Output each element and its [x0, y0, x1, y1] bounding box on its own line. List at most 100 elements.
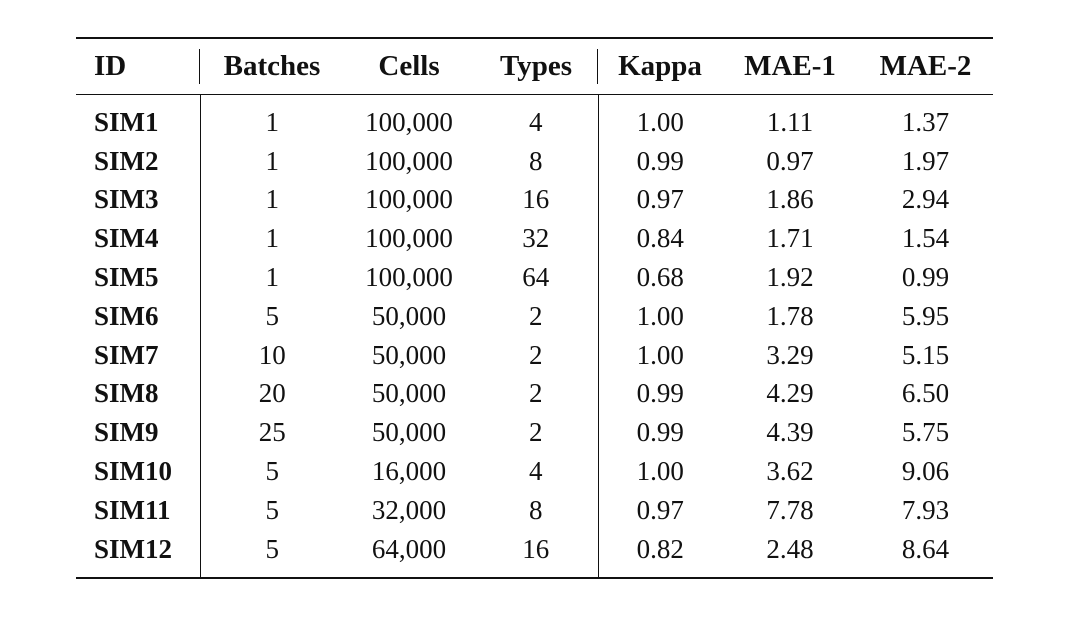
- table-row: SIM6 5 50,000 2 1.00 1.78 5.95: [76, 296, 993, 336]
- cell-kappa: 0.99: [636, 417, 684, 448]
- results-table-container: ID Batches Cells Types Kappa MAE-1 MAE-2…: [76, 37, 993, 579]
- table-row: SIM11 5 32,000 8 0.97 7.78 7.93: [76, 490, 993, 530]
- cell-cells: 100,000: [365, 223, 453, 254]
- cell-types: 2: [474, 335, 599, 375]
- cell-mae-2: 8.64: [901, 533, 950, 564]
- cell-cells: 16,000: [371, 456, 447, 487]
- cell-types: 2: [474, 413, 599, 453]
- cell-cells: 100,000: [365, 184, 453, 215]
- cell-cells: 100,000: [365, 106, 453, 137]
- cell-id: SIM9: [76, 413, 201, 453]
- cell-batches: 1: [265, 106, 280, 137]
- cell-batches: 1: [265, 262, 280, 293]
- cell-types: 8: [474, 490, 599, 530]
- cell-mae-1: 4.39: [766, 417, 814, 448]
- cell-cells: 50,000: [371, 378, 447, 409]
- cell-kappa: 0.82: [636, 533, 684, 564]
- cell-mae-2: 9.06: [901, 456, 950, 487]
- cell-kappa: 1.00: [636, 339, 684, 370]
- results-table: ID Batches Cells Types Kappa MAE-1 MAE-2…: [76, 37, 993, 579]
- cell-types: 32: [474, 219, 599, 259]
- cell-kappa: 1.00: [636, 456, 684, 487]
- cell-mae-2: 1.97: [901, 145, 950, 176]
- cell-mae-2: 5.75: [901, 417, 950, 448]
- cell-id: SIM5: [76, 258, 201, 297]
- cell-mae-1: 1.92: [766, 262, 814, 293]
- table-row: SIM10 5 16,000 4 1.00 3.62 9.06: [76, 452, 993, 491]
- header-row: ID Batches Cells Types Kappa MAE-1 MAE-2: [76, 38, 993, 95]
- cell-mae-1: 4.29: [766, 378, 814, 409]
- cell-cells: 50,000: [371, 417, 447, 448]
- cell-kappa: 0.68: [636, 262, 684, 293]
- cell-batches: 5: [265, 533, 280, 564]
- header-mae-1: MAE-1: [744, 50, 836, 82]
- cell-id: SIM12: [76, 529, 201, 578]
- cell-id: SIM4: [76, 219, 201, 259]
- cell-batches: 1: [265, 184, 280, 215]
- cell-id: SIM6: [76, 296, 201, 336]
- header-batches: Batches: [223, 50, 321, 82]
- cell-id: SIM7: [76, 335, 201, 375]
- table-row: SIM1 1 100,000 4 1.00 1.11 1.37: [76, 94, 993, 142]
- cell-id: SIM10: [76, 452, 201, 491]
- cell-types: 2: [474, 374, 599, 414]
- cell-id: SIM11: [76, 490, 201, 530]
- header-cells: Cells: [378, 50, 440, 82]
- cell-cells: 50,000: [371, 339, 447, 370]
- cell-mae-1: 0.97: [766, 145, 814, 176]
- cell-batches: 1: [265, 223, 280, 254]
- cell-kappa: 0.99: [636, 145, 684, 176]
- cell-mae-1: 3.29: [766, 339, 814, 370]
- cell-cells: 100,000: [365, 145, 453, 176]
- cell-types: 16: [474, 529, 599, 578]
- cell-mae-1: 1.78: [766, 300, 814, 331]
- header-kappa: Kappa: [618, 50, 702, 82]
- cell-mae-1: 2.48: [766, 533, 814, 564]
- cell-kappa: 0.97: [636, 184, 684, 215]
- cell-mae-1: 1.11: [766, 106, 814, 137]
- cell-batches: 20: [258, 378, 286, 409]
- cell-types: 4: [474, 94, 599, 142]
- table-row: SIM3 1 100,000 16 0.97 1.86 2.94: [76, 180, 993, 220]
- cell-types: 2: [474, 296, 599, 336]
- cell-batches: 1: [265, 145, 280, 176]
- cell-mae-2: 1.37: [901, 106, 950, 137]
- table-row: SIM12 5 64,000 16 0.82 2.48 8.64: [76, 529, 993, 578]
- cell-kappa: 0.99: [636, 378, 684, 409]
- cell-id: SIM2: [76, 141, 201, 181]
- cell-id: SIM1: [76, 94, 201, 142]
- cell-mae-2: 5.15: [901, 339, 950, 370]
- cell-mae-1: 7.78: [766, 494, 814, 525]
- cell-id: SIM8: [76, 374, 201, 414]
- cell-mae-2: 7.93: [901, 494, 950, 525]
- table-row: SIM9 25 50,000 2 0.99 4.39 5.75: [76, 413, 993, 453]
- cell-mae-2: 6.50: [901, 378, 950, 409]
- cell-mae-1: 1.71: [766, 223, 814, 254]
- cell-cells: 64,000: [371, 533, 447, 564]
- cell-types: 8: [474, 141, 599, 181]
- cell-mae-2: 0.99: [901, 262, 950, 293]
- header-types: Types: [474, 38, 598, 95]
- cell-cells: 32,000: [371, 494, 447, 525]
- cell-types: 4: [474, 452, 599, 491]
- table-row: SIM5 1 100,000 64 0.68 1.92 0.99: [76, 258, 993, 297]
- cell-cells: 50,000: [371, 300, 447, 331]
- cell-kappa: 1.00: [636, 300, 684, 331]
- cell-batches: 5: [265, 494, 280, 525]
- cell-mae-2: 1.54: [901, 223, 950, 254]
- cell-mae-1: 1.86: [766, 184, 814, 215]
- cell-batches: 10: [258, 339, 286, 370]
- header-id: ID: [76, 38, 200, 95]
- cell-kappa: 0.84: [636, 223, 684, 254]
- table-row: SIM2 1 100,000 8 0.99 0.97 1.97: [76, 141, 993, 181]
- cell-batches: 25: [258, 417, 286, 448]
- cell-kappa: 1.00: [636, 106, 684, 137]
- cell-id: SIM3: [76, 180, 201, 220]
- table-header: ID Batches Cells Types Kappa MAE-1 MAE-2: [76, 38, 993, 95]
- cell-mae-2: 5.95: [901, 300, 950, 331]
- table-body: SIM1 1 100,000 4 1.00 1.11 1.37 SIM2 1 100,000 8 0.…: [76, 94, 993, 578]
- cell-batches: 5: [265, 300, 280, 331]
- cell-mae-1: 3.62: [766, 456, 814, 487]
- cell-batches: 5: [265, 456, 280, 487]
- cell-cells: 100,000: [365, 262, 453, 293]
